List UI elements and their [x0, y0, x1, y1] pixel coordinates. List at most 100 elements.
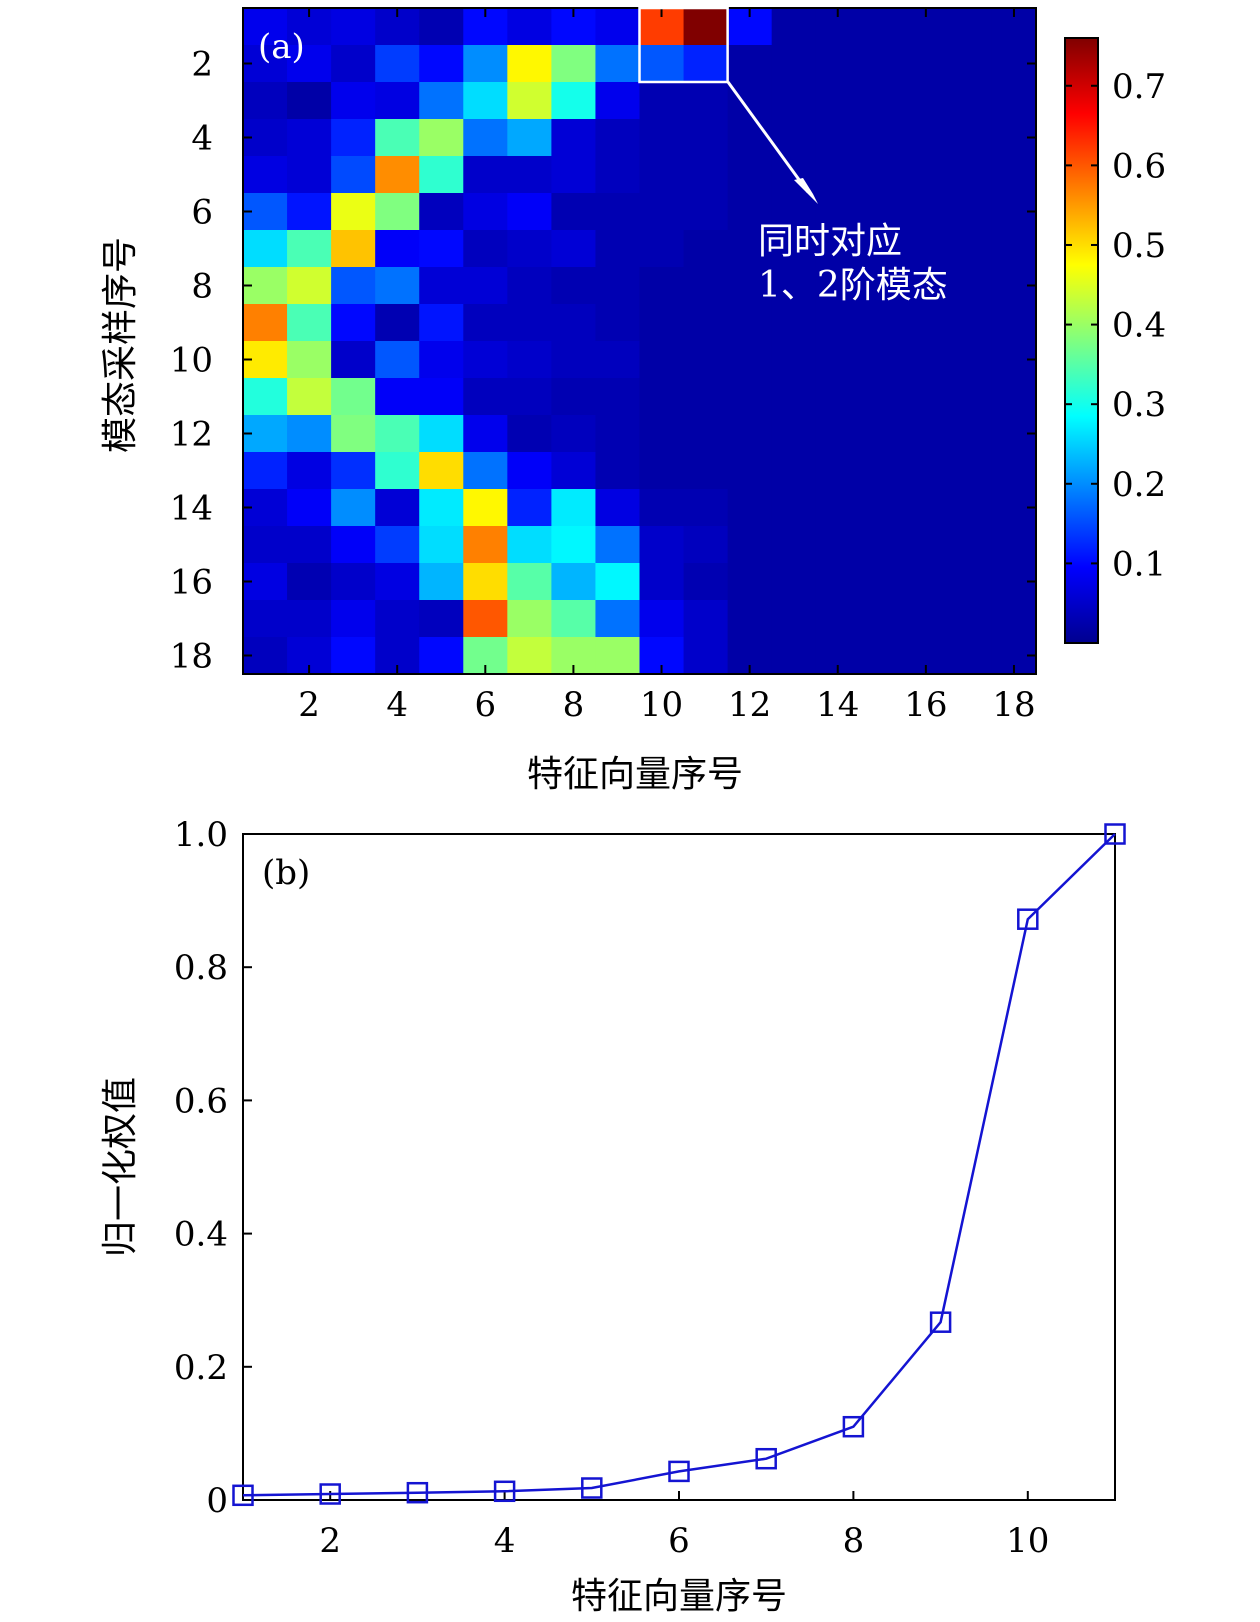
- heatmap-cell: [507, 637, 552, 675]
- heatmap-cell: [463, 452, 508, 490]
- heatmap-y-tick-label: 4: [191, 119, 213, 159]
- heatmap-cell: [595, 526, 641, 564]
- heatmap-cell: [903, 489, 949, 527]
- heatmap-cell: [991, 526, 1037, 564]
- heatmap-cell: [375, 415, 420, 453]
- data-point-marker: [842, 1415, 865, 1438]
- heatmap-cell: [331, 45, 376, 83]
- heatmap-cell: [287, 341, 332, 379]
- heatmap-cell: [903, 230, 949, 268]
- heatmap-cell: [419, 637, 464, 675]
- heatmap-cell: [947, 304, 993, 342]
- heatmap-cell: [507, 230, 552, 268]
- heatmap-cell: [419, 415, 464, 453]
- heatmap-cell: [947, 45, 993, 83]
- heatmap-cell: [815, 230, 861, 268]
- heatmap-cell: [595, 637, 641, 675]
- heatmap-cell: [947, 119, 993, 157]
- heatmap-cell: [287, 82, 332, 120]
- heatmap-cell: [595, 341, 641, 379]
- heatmap-cell: [903, 452, 949, 490]
- heatmap-x-tick-label: 16: [904, 685, 947, 725]
- heatmap-cell: [903, 304, 949, 342]
- heatmap-cell: [683, 600, 729, 638]
- heatmap-cell: [727, 378, 773, 416]
- series-line: [242, 833, 1116, 1497]
- heatmap-cell: [243, 82, 288, 120]
- line-y-tick-label: 1.0: [174, 815, 228, 855]
- heatmap-cell: [331, 563, 376, 601]
- heatmap-cell: [287, 415, 332, 453]
- heatmap-cell: [991, 230, 1037, 268]
- heatmap-cell: [859, 415, 905, 453]
- heatmap-cell: [683, 82, 729, 120]
- heatmap-cell: [903, 267, 949, 305]
- heatmap-cell: [419, 230, 464, 268]
- heatmap-cell: [947, 415, 993, 453]
- heatmap-cell: [815, 526, 861, 564]
- heatmap-cell: [287, 452, 332, 490]
- heatmap-cell: [595, 193, 641, 231]
- heatmap-cell: [727, 489, 773, 527]
- data-point-marker: [581, 1477, 603, 1499]
- heatmap-cell: [463, 156, 508, 194]
- heatmap-cell: [375, 600, 420, 638]
- heatmap-cell: [331, 452, 376, 490]
- heatmap-cell: [287, 193, 332, 231]
- heatmap-cell: [463, 489, 508, 527]
- heatmap-cell: [683, 452, 729, 490]
- heatmap-cell: [947, 8, 993, 46]
- heatmap-cell: [243, 378, 288, 416]
- heatmap-cell: [463, 267, 508, 305]
- heatmap-cell: [815, 82, 861, 120]
- heatmap-cell: [595, 45, 641, 83]
- heatmap-cell: [639, 526, 685, 564]
- heatmap-cell: [507, 452, 552, 490]
- heatmap-cell: [639, 45, 685, 83]
- heatmap-cell: [947, 526, 993, 564]
- heatmap-cell: [727, 230, 773, 268]
- heatmap-cell: [859, 156, 905, 194]
- heatmap-cell: [375, 193, 420, 231]
- heatmap-cell: [331, 8, 376, 46]
- heatmap-cell: [507, 378, 552, 416]
- heatmap-cell: [595, 82, 641, 120]
- heatmap-cell: [375, 82, 420, 120]
- heatmap-cell: [727, 193, 773, 231]
- heatmap-cell: [375, 489, 420, 527]
- annotation-arrow-line: [726, 81, 810, 193]
- data-point-marker: [668, 1460, 690, 1483]
- heatmap-cell: [595, 119, 641, 157]
- heatmap-cell: [287, 119, 332, 157]
- heatmap-cell: [463, 45, 508, 83]
- heatmap-cell: [507, 45, 552, 83]
- heatmap-y-tick-label: 18: [170, 637, 213, 677]
- heatmap-cell: [463, 563, 508, 601]
- heatmap-cell: [507, 600, 552, 638]
- heatmap-cell: [639, 452, 685, 490]
- heatmap-cell: [903, 415, 949, 453]
- heatmap-cell: [683, 193, 729, 231]
- heatmap-y-tick-label: 12: [170, 415, 213, 455]
- heatmap-cell: [683, 8, 729, 46]
- heatmap-cell: [551, 230, 597, 268]
- heatmap-cell: [287, 378, 332, 416]
- heatmap-cell: [419, 341, 464, 379]
- colorbar-tick-label: 0.6: [1112, 146, 1166, 186]
- colorbar-tick-label: 0.2: [1112, 465, 1166, 505]
- heatmap-cell: [331, 156, 376, 194]
- heatmap-cell: [815, 304, 861, 342]
- heatmap-cell: [551, 267, 597, 305]
- heatmap-cell: [551, 563, 597, 601]
- heatmap-cell: [859, 8, 905, 46]
- heatmap-cell: [551, 341, 597, 379]
- heatmap-cell: [595, 304, 641, 342]
- heatmap-cell: [287, 304, 332, 342]
- heatmap-cell: [815, 600, 861, 638]
- heatmap-cell: [947, 193, 993, 231]
- heatmap-cell: [727, 304, 773, 342]
- heatmap-cell: [639, 193, 685, 231]
- heatmap-cell: [771, 489, 817, 527]
- heatmap-cell: [683, 489, 729, 527]
- line-y-axis-label: 归一化权值: [100, 1077, 141, 1257]
